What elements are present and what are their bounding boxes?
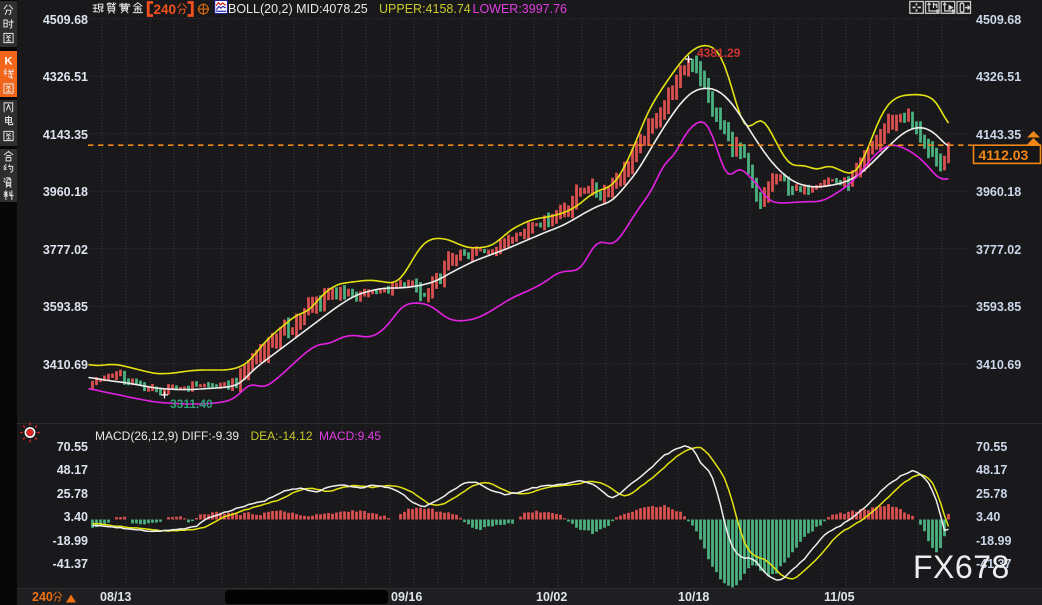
- svg-text:K: K: [5, 56, 13, 68]
